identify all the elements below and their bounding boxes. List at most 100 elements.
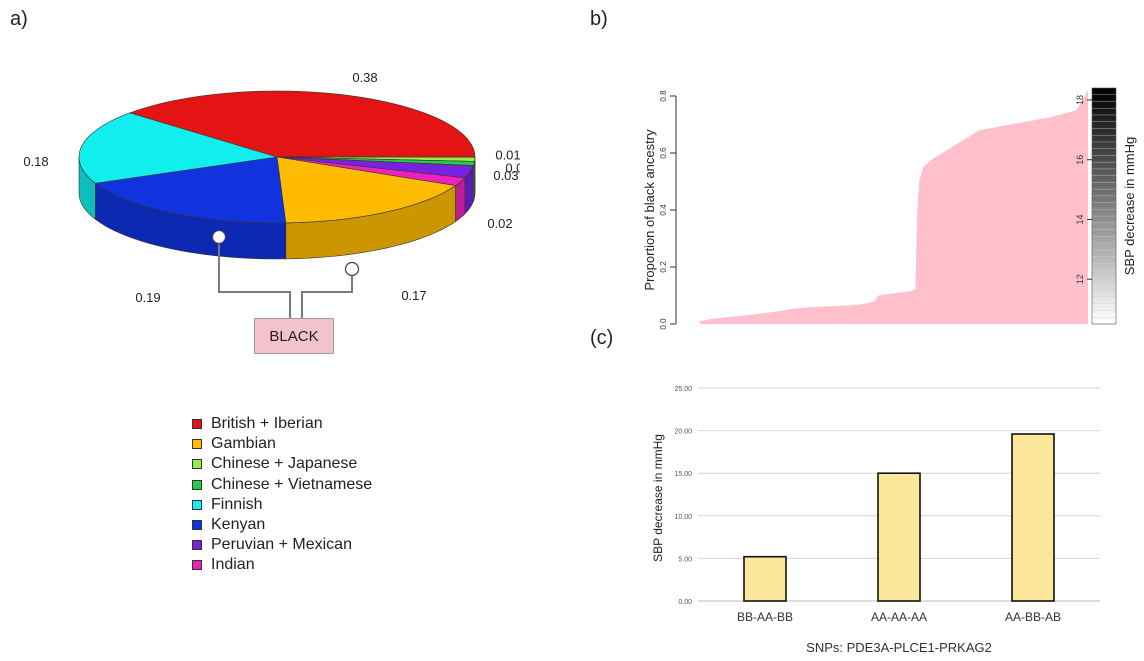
- bar-bb-aa-bb: [743, 555, 787, 602]
- colorbar-cell: [1092, 263, 1116, 268]
- y-tick-label: 0.2: [659, 261, 668, 273]
- ancestry-area: [700, 90, 1088, 324]
- legend-label: Chinese + Vietnamese: [211, 475, 373, 493]
- legend-item: Indian: [192, 555, 372, 575]
- y-tick-label: 15.00: [674, 471, 692, 478]
- legend-item: British + Iberian: [192, 414, 372, 434]
- legend-item: Finnish: [192, 495, 372, 515]
- pie-value-label: 0.01: [505, 160, 520, 175]
- colorbar-cell: [1092, 189, 1116, 194]
- colorbar-tick-label: 18: [1075, 95, 1085, 105]
- y-tick-label: 5.00: [678, 556, 692, 563]
- legend-swatch: [192, 499, 202, 510]
- black-connector: [211, 229, 360, 318]
- colorbar-frame: [1091, 87, 1117, 325]
- y-tick-label: 20.00: [674, 429, 692, 436]
- legend-swatch: [192, 439, 202, 450]
- colorbar-cell: [1092, 131, 1116, 136]
- colorbar-cell: [1092, 317, 1116, 322]
- legend-swatch: [192, 479, 202, 490]
- colorbar-cell: [1092, 114, 1116, 119]
- colorbar-cell: [1092, 249, 1116, 254]
- colorbar-cell: [1092, 91, 1116, 96]
- pie-legend: British + Iberian Gambian Chinese + Japane…: [192, 414, 372, 576]
- pie-value-label: 0.03: [493, 168, 518, 183]
- legend-item: Chinese + Japanese: [192, 454, 372, 474]
- colorbar-tick-label: 14: [1075, 214, 1085, 224]
- pie-side-walls: [78, 156, 476, 260]
- legend-swatch: [192, 419, 202, 430]
- legend-swatch: [192, 540, 202, 551]
- colorbar-cell: [1092, 246, 1116, 251]
- colorbar-cell: [1092, 94, 1116, 99]
- x-tick-label: AA-BB-AB: [1005, 610, 1061, 624]
- colorbar-cell: [1092, 118, 1116, 123]
- panel-label-c: (c): [590, 327, 614, 349]
- colorbar-cell: [1092, 313, 1116, 318]
- colorbar-cell: [1092, 152, 1116, 156]
- colorbar-cell: [1092, 310, 1116, 315]
- colorbar-cell: [1092, 104, 1116, 109]
- colorbar-cell: [1092, 192, 1116, 197]
- colorbar-cell: [1092, 98, 1116, 102]
- colorbar-cell: [1092, 202, 1116, 207]
- colorbar-cell: [1092, 121, 1116, 126]
- bar-aa-bb-ab: [1011, 433, 1055, 602]
- legend-label: Gambian: [211, 435, 276, 453]
- colorbar-cell: [1092, 111, 1116, 116]
- pie-value-labels: 0.380.010.010.030.020.170.190.18: [23, 70, 520, 305]
- colorbar-cell: [1092, 219, 1116, 224]
- colorbar-cell: [1092, 138, 1116, 143]
- colorbar-cell: [1092, 125, 1116, 129]
- pie-value-label: 0.02: [487, 216, 512, 231]
- colorbar-cell: [1092, 88, 1116, 92]
- colorbar-cell: [1092, 199, 1116, 204]
- colorbar-cell: [1092, 216, 1116, 220]
- ancestry-area-chart: 0.0 0.2 0.4 0.6 0.8 Proportion of black ances…: [642, 87, 1137, 330]
- colorbar-cell: [1092, 162, 1116, 167]
- colorbar-cell: [1092, 172, 1116, 177]
- colorbar-cell: [1092, 158, 1116, 163]
- x-tick-label: BB-AA-BB: [737, 610, 793, 624]
- colorbar-cell: [1092, 226, 1116, 231]
- black-annotation-box: BLACK: [254, 318, 334, 354]
- colorbar-cell: [1092, 206, 1116, 210]
- pie-value-label: 0.17: [401, 288, 426, 303]
- colorbar-cell: [1092, 141, 1116, 146]
- pie-slices: [78, 90, 476, 224]
- legend-label: Finnish: [211, 495, 263, 513]
- colorbar-cell: [1092, 276, 1116, 281]
- y-axis-label: SBP decrease in mmHg: [651, 434, 665, 562]
- colorbar-cell: [1092, 300, 1116, 305]
- colorbar-cell: [1092, 195, 1116, 200]
- panel-label-b: b): [590, 8, 608, 30]
- colorbar-cell: [1092, 145, 1116, 150]
- x-tick-label: AA-AA-AA: [871, 610, 927, 624]
- y-tick-label: 0.6: [659, 147, 668, 159]
- colorbar-cell: [1092, 297, 1116, 301]
- colorbar-cell: [1092, 135, 1116, 140]
- legend-swatch: [192, 560, 202, 571]
- colorbar-tick-label: 12: [1075, 274, 1085, 284]
- y-tick-label: 10.00: [674, 514, 692, 521]
- colorbar-cell: [1092, 182, 1116, 187]
- colorbar-tick-label: 16: [1075, 155, 1085, 165]
- y-tick-label: 0.4: [659, 204, 668, 216]
- colorbar-cell: [1092, 168, 1116, 173]
- colorbar-cell: [1092, 286, 1116, 291]
- colorbar-cell: [1092, 209, 1116, 214]
- sbp-bar-chart: 0.00 5.00 10.00 15.00 20.00 25.00 BB-AA-BB AA-A…: [651, 386, 1100, 655]
- colorbar-cell: [1092, 108, 1116, 113]
- colorbar-cell: [1092, 148, 1116, 153]
- legend-swatch: [192, 459, 202, 470]
- colorbar-label: SBP decrease in mmHg: [1122, 137, 1137, 276]
- connector-line: [218, 238, 291, 318]
- connector-line: [301, 269, 353, 318]
- colorbar-cell: [1092, 165, 1116, 170]
- legend-swatch: [192, 520, 202, 531]
- legend-label: Peruvian + Mexican: [211, 536, 352, 554]
- kenyan-marker: [211, 229, 227, 245]
- pie-value-label: 0.18: [23, 154, 48, 169]
- colorbar-cell: [1092, 280, 1116, 285]
- colorbar-cell: [1092, 128, 1116, 133]
